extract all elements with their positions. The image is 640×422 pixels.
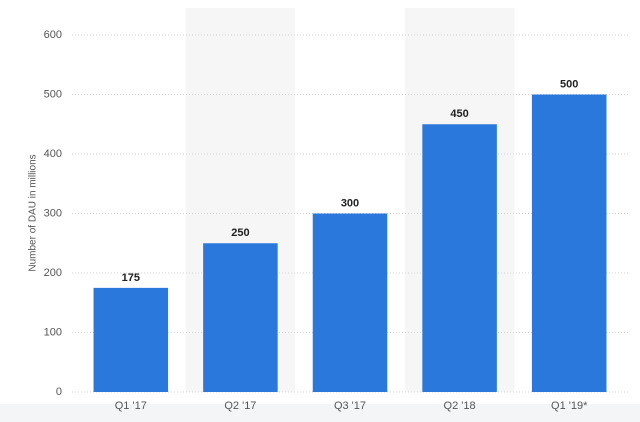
y-tick-label: 300	[44, 207, 62, 219]
bar	[93, 287, 169, 392]
x-tick-label: Q1 '17	[115, 400, 147, 412]
y-tick-label: 500	[44, 88, 62, 100]
bar	[422, 124, 497, 392]
footer-strip	[0, 404, 640, 422]
bar	[531, 94, 607, 392]
y-tick-label: 600	[44, 29, 62, 41]
value-label: 500	[560, 78, 578, 90]
x-tick-label: Q1 '19*	[551, 400, 588, 412]
y-tick-label: 200	[44, 267, 62, 279]
bar	[312, 213, 388, 392]
y-tick-label: 0	[56, 386, 62, 398]
y-tick-label: 100	[44, 326, 62, 338]
value-label: 450	[450, 108, 468, 120]
x-tick-label: Q2 '17	[224, 400, 256, 412]
value-label: 250	[231, 227, 249, 239]
value-label: 175	[122, 272, 140, 284]
x-tick-label: Q3 '17	[334, 400, 366, 412]
y-axis-label: Number of DAU in millions	[28, 154, 39, 271]
y-tick-label: 400	[44, 148, 62, 160]
x-tick-label: Q2 '18	[444, 400, 476, 412]
bar	[203, 243, 278, 392]
value-label: 300	[341, 197, 359, 209]
